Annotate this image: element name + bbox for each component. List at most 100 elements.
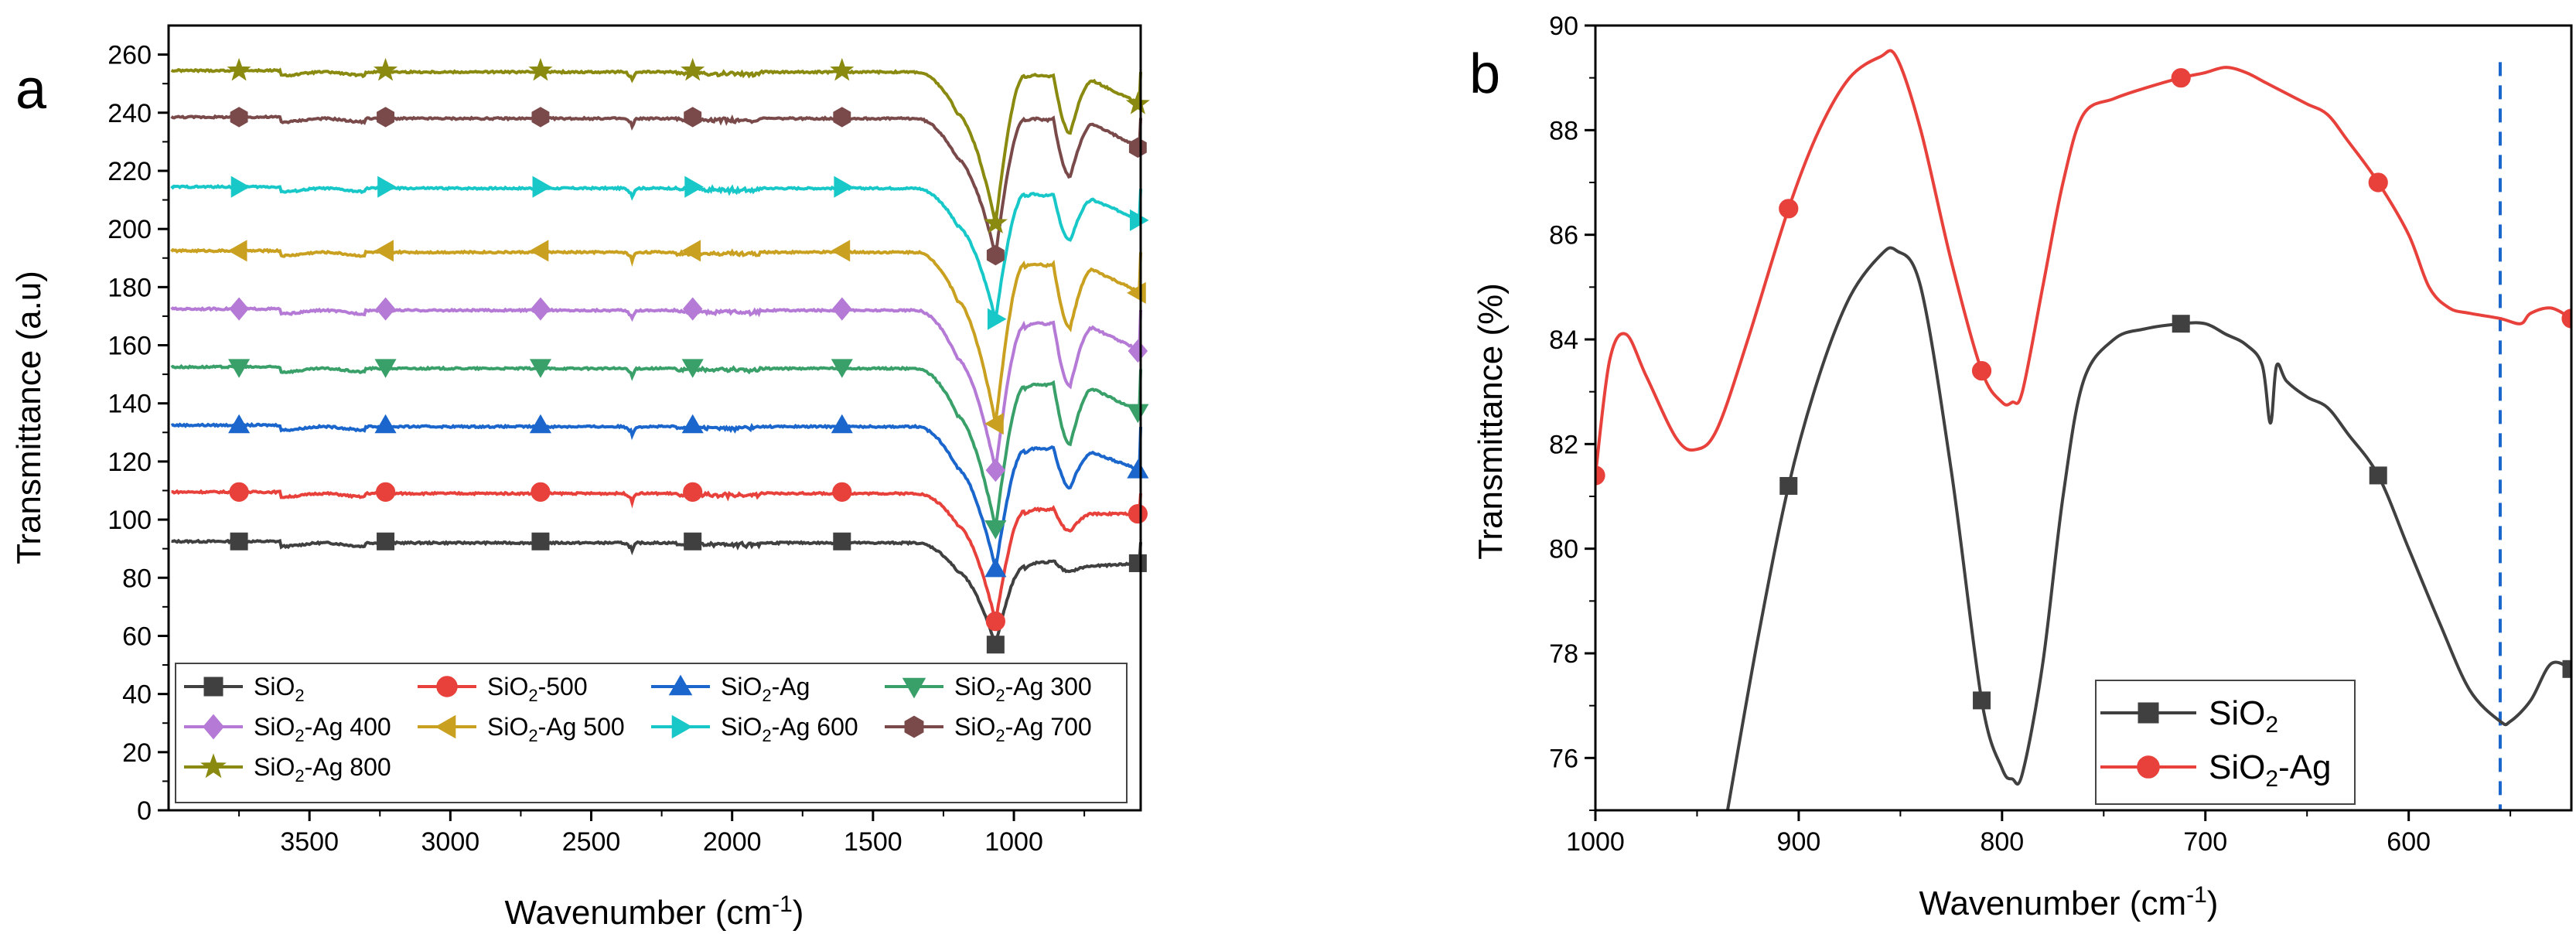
data-point-marker <box>230 107 248 128</box>
data-point-marker <box>1128 339 1148 363</box>
panel-b-x-axis-title: Wavenumber (cm-1) <box>1919 882 2219 922</box>
data-point-marker <box>681 240 701 262</box>
y-tick-label: 80 <box>1549 535 1578 564</box>
data-point-marker <box>832 297 852 321</box>
data-point-marker <box>377 176 397 198</box>
data-point-marker <box>1779 199 1799 219</box>
x-tick-label: 1000 <box>984 827 1043 857</box>
data-point-marker <box>681 359 704 378</box>
x-tick-label: 900 <box>1777 827 1821 857</box>
data-point-marker <box>1128 503 1148 524</box>
series-line <box>170 421 1142 570</box>
legend-marker <box>2137 755 2160 779</box>
panel-b-label: b <box>1469 43 1500 105</box>
legend-label: SiO2-Ag 800 <box>254 753 391 786</box>
legend-marker <box>435 714 456 739</box>
data-point-marker <box>986 636 1005 654</box>
legend-marker <box>671 714 693 739</box>
series-sio2-ag-300 <box>170 359 1149 540</box>
data-point-marker <box>1973 691 1991 710</box>
legend-label: SiO2-Ag 300 <box>954 673 1092 705</box>
y-tick-label: 140 <box>107 390 152 419</box>
series-line <box>170 247 1142 424</box>
y-tick-label: 0 <box>137 796 152 826</box>
y-tick-label: 88 <box>1549 116 1578 145</box>
legend-item: SiO2-Ag 800 <box>184 753 391 786</box>
data-point-marker <box>532 176 552 198</box>
series-line <box>170 183 1142 320</box>
series-sio2-ag-400 <box>170 297 1148 482</box>
legend-item: SiO2-Ag 300 <box>885 673 1092 705</box>
y-tick-label: 76 <box>1549 744 1578 773</box>
data-point-marker <box>983 210 1008 233</box>
legend-item: SiO2 <box>184 673 305 705</box>
panel-a-legend: SiO2 SiO2-500 SiO2-Ag SiO2-Ag 300 SiO2-Ag 40… <box>175 663 1128 803</box>
data-point-marker <box>833 107 851 128</box>
y-tick-label: 60 <box>122 622 152 651</box>
y-tick-label: 100 <box>107 506 152 535</box>
series-line <box>170 67 1142 224</box>
y-tick-label: 240 <box>107 99 152 128</box>
panel-a-label: a <box>15 59 47 121</box>
data-point-marker <box>2369 466 2387 485</box>
data-point-marker <box>1595 465 1605 486</box>
data-point-marker <box>229 297 249 321</box>
legend-label: SiO2-500 <box>487 673 588 705</box>
x-tick-label: 2500 <box>562 827 621 857</box>
legend-marker <box>203 677 223 697</box>
series-line <box>1725 246 2571 810</box>
data-point-marker <box>531 297 551 321</box>
legend-label: SiO2-Ag 400 <box>254 713 391 745</box>
data-point-marker <box>229 482 249 502</box>
data-point-marker <box>833 532 851 550</box>
data-point-marker <box>1127 404 1149 424</box>
data-point-marker <box>683 482 703 502</box>
x-tick-label: 800 <box>1980 827 2024 857</box>
legend-item: SiO2-500 <box>418 673 588 705</box>
data-point-marker <box>984 520 1007 540</box>
panel-b-plot-frame <box>1594 24 2573 812</box>
panel-b-chart: b 1000 900 800 700 600 76 78 80 82 84 86 88 90 Wave… <box>1469 12 2573 922</box>
legend-marker <box>200 753 227 779</box>
data-point-marker <box>986 244 1005 266</box>
legend-marker <box>436 676 458 697</box>
data-point-marker <box>984 412 1004 435</box>
data-point-marker <box>2172 315 2190 333</box>
data-point-marker <box>1129 209 1149 231</box>
data-point-marker <box>681 57 705 81</box>
panel-a-y-axis-title: Transmittance (a.u) <box>10 271 48 564</box>
data-point-marker <box>682 297 703 321</box>
data-point-marker <box>2171 68 2191 88</box>
legend-item: SiO2-Ag 400 <box>184 713 391 745</box>
x-tick-label: 600 <box>2387 827 2431 857</box>
data-point-marker <box>1128 554 1147 572</box>
data-point-marker <box>528 57 553 81</box>
data-point-marker <box>681 414 704 434</box>
data-point-marker <box>1779 476 1798 495</box>
data-point-marker <box>374 414 397 434</box>
y-tick-label: 80 <box>122 564 152 593</box>
data-point-marker <box>831 359 853 378</box>
legend-marker <box>668 674 693 696</box>
legend-label: SiO2-Ag 700 <box>954 713 1092 745</box>
y-tick-label: 40 <box>122 680 152 710</box>
data-point-marker <box>2561 308 2571 329</box>
y-tick-label: 260 <box>107 41 152 70</box>
series-sio2-ag-600 <box>170 176 1149 330</box>
data-point-marker <box>985 458 1006 482</box>
x-tick-label: 1500 <box>844 827 902 857</box>
y-tick-label: 120 <box>107 448 152 477</box>
legend-marker <box>904 715 924 738</box>
y-tick-label: 90 <box>1549 12 1578 41</box>
panel-a-plot-frame <box>167 24 1142 812</box>
legend-label: SiO2 <box>254 673 305 705</box>
data-point-marker <box>1127 281 1146 304</box>
legend-item: SiO2-Ag 700 <box>885 713 1092 745</box>
legend-item: SiO2-Ag 500 <box>418 713 625 745</box>
data-point-marker <box>832 482 852 502</box>
legend-marker <box>2138 702 2159 724</box>
x-tick-label: 2000 <box>703 827 762 857</box>
data-point-marker <box>1128 137 1147 158</box>
series-line <box>171 489 1142 622</box>
